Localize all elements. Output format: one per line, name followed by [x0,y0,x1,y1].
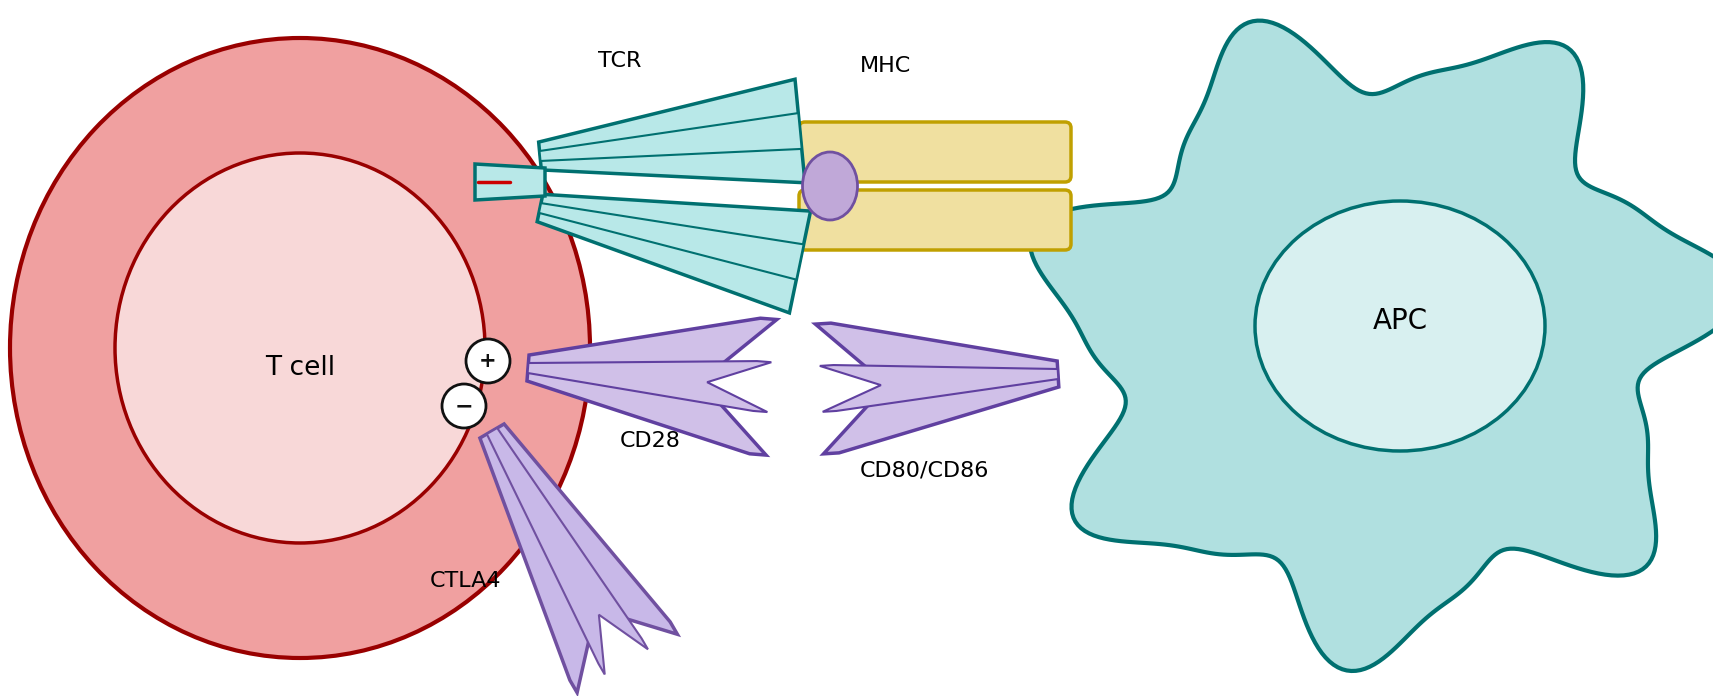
Text: APC: APC [1372,307,1427,335]
Polygon shape [1030,21,1713,671]
Circle shape [442,384,486,428]
Polygon shape [528,318,776,455]
Text: T cell: T cell [266,355,336,381]
Polygon shape [480,424,677,693]
Polygon shape [815,323,1059,454]
Text: +: + [480,351,497,371]
Ellipse shape [115,153,485,543]
Polygon shape [475,164,545,200]
FancyBboxPatch shape [798,190,1071,250]
Ellipse shape [802,152,858,220]
Polygon shape [540,203,803,280]
Text: −: − [454,396,473,416]
Polygon shape [540,113,802,161]
Polygon shape [821,365,1059,412]
FancyBboxPatch shape [798,122,1071,182]
Polygon shape [486,428,648,674]
Ellipse shape [10,38,589,658]
Polygon shape [538,194,810,313]
Text: CD80/CD86: CD80/CD86 [860,461,990,481]
Circle shape [466,339,510,383]
Text: CTLA4: CTLA4 [430,571,502,591]
Polygon shape [528,361,771,412]
Polygon shape [538,79,805,183]
Text: TCR: TCR [598,51,642,71]
Ellipse shape [1256,201,1545,451]
Text: CD28: CD28 [620,431,680,451]
Text: MHC: MHC [860,56,911,76]
